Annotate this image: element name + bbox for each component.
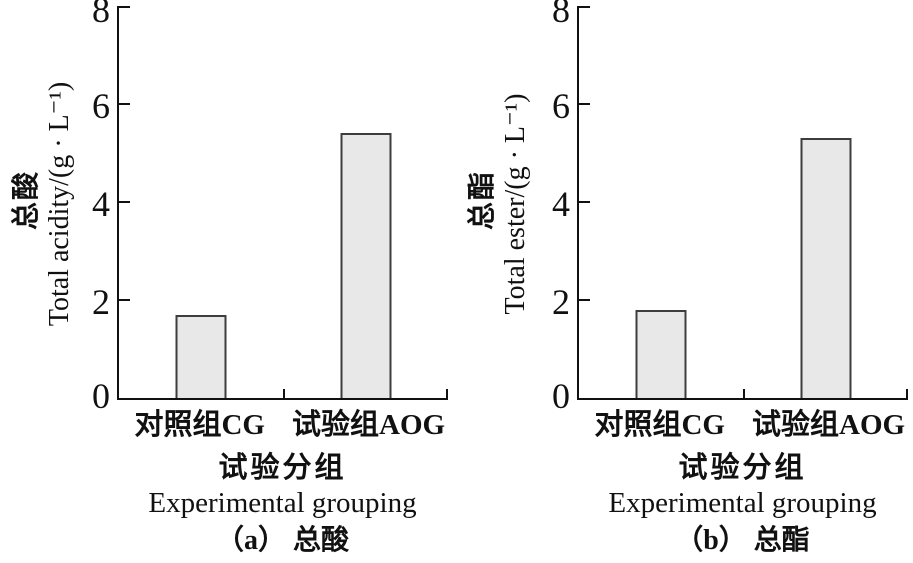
x-axis-title-chinese-a: 试验分组: [218, 452, 347, 484]
bar-experimental-group-aog: [800, 138, 852, 398]
x-category-cg: 对照组CG: [134, 409, 266, 441]
x-category-aog: 试验组AOG: [752, 409, 906, 441]
chart-panel-b: 总酯 Total ester/(g · L⁻¹) 8 6 4 2 0 对照组CG…: [456, 0, 913, 563]
x-category-labels-b: 对照组CG 试验组AOG: [577, 405, 908, 445]
x-tick-mark: [742, 389, 745, 398]
plot-area-b: [577, 6, 908, 400]
y-tick-label-6: 6: [552, 86, 570, 126]
x-tick-mark: [282, 389, 285, 398]
bar-control-group-cg: [175, 314, 227, 398]
x-axis-title-chinese-b: 试验分组: [678, 452, 807, 484]
x-category-aog: 试验组AOG: [292, 409, 446, 441]
y-tick-mark: [579, 299, 590, 301]
y-tick-label-2: 2: [552, 282, 570, 322]
y-tick-mark: [119, 201, 130, 203]
x-tick-mark: [446, 389, 448, 398]
subfigure-caption-a: （a） 总酸: [215, 525, 349, 556]
plot-area-a: [117, 6, 448, 400]
y-tick-mark: [579, 103, 590, 105]
x-category-labels-a: 对照组CG 试验组AOG: [117, 405, 448, 445]
y-tick-label-0: 0: [92, 376, 110, 416]
y-tick-label-8: 8: [92, 0, 110, 30]
y-tick-label-2: 2: [92, 282, 110, 322]
bar-experimental-group-aog: [340, 133, 392, 398]
y-tick-mark: [579, 6, 590, 8]
x-category-cg: 对照组CG: [594, 409, 726, 441]
subfigure-caption-b: （b） 总酯: [675, 525, 810, 556]
x-axis-title-english-b: Experimental grouping: [608, 487, 877, 519]
x-tick-mark: [906, 389, 908, 398]
y-tick-mark: [119, 6, 130, 8]
y-tick-mark: [579, 201, 590, 203]
y-tick-mark: [119, 299, 130, 301]
y-tick-label-4: 4: [92, 184, 110, 224]
y-tick-label-4: 4: [552, 184, 570, 224]
x-axis-title-english-a: Experimental grouping: [148, 487, 417, 519]
y-tick-mark: [119, 103, 130, 105]
y-tick-label-6: 6: [92, 86, 110, 126]
bar-control-group-cg: [635, 309, 687, 398]
y-tick-label-8: 8: [552, 0, 570, 30]
chart-panel-a: 总酸 Total acidity/(g · L⁻¹) 8 6 4 2 0 对照组…: [0, 0, 456, 563]
y-tick-label-0: 0: [552, 376, 570, 416]
